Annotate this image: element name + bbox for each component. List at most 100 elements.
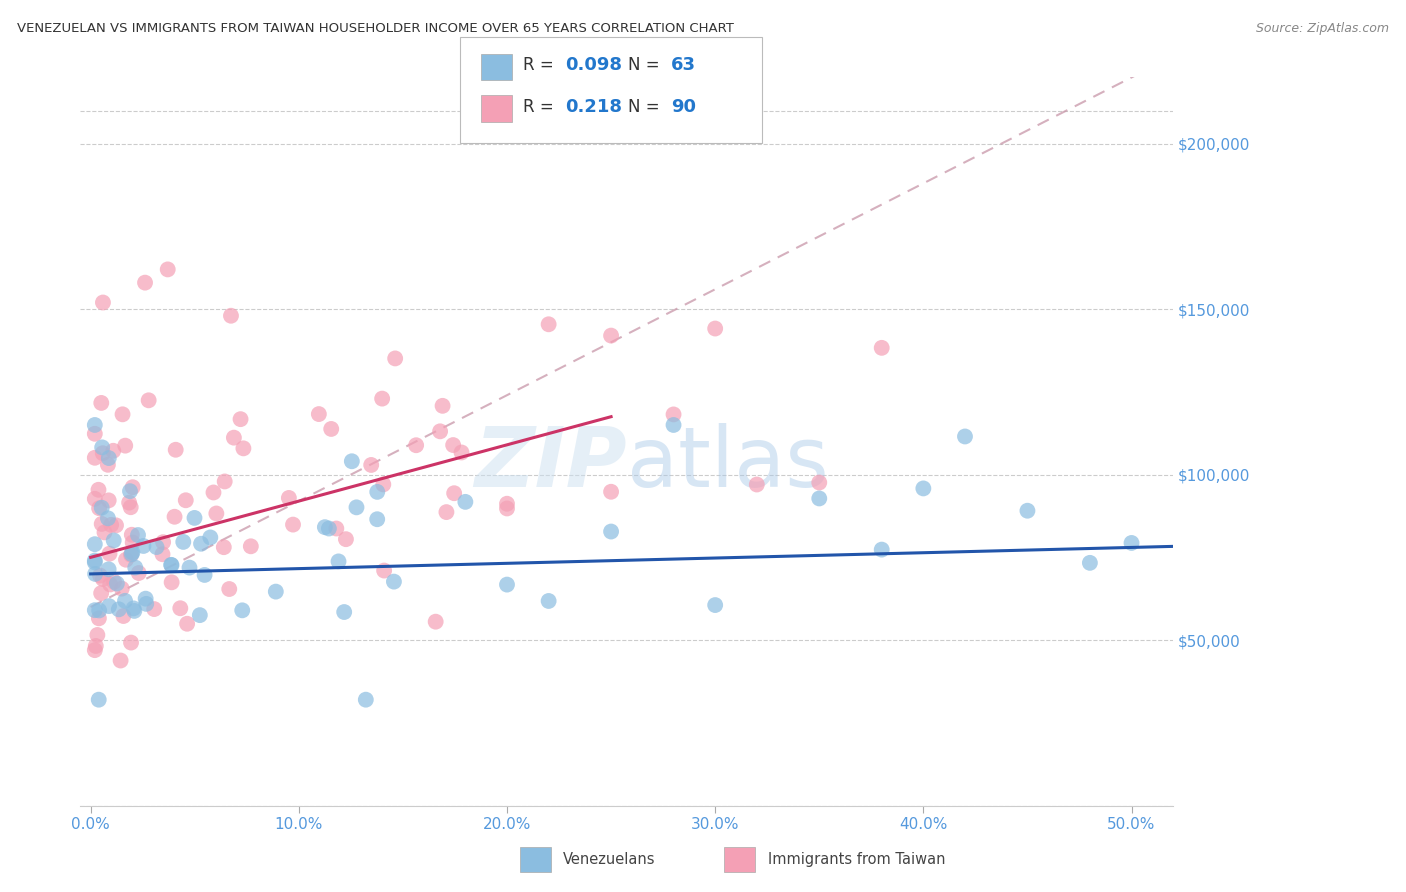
- Point: [496, 577, 519, 591]
- Text: 0.098: 0.098: [565, 56, 623, 74]
- Point: [83, 450, 105, 465]
- Point: [384, 351, 406, 366]
- Point: [114, 594, 136, 608]
- Point: [160, 558, 183, 573]
- Point: [132, 539, 155, 553]
- Point: [537, 594, 560, 608]
- Point: [264, 584, 287, 599]
- Point: [194, 568, 217, 582]
- Point: [346, 500, 368, 515]
- Point: [382, 574, 405, 589]
- Point: [318, 522, 340, 536]
- Point: [89, 568, 111, 582]
- Point: [121, 545, 143, 559]
- Point: [124, 604, 146, 618]
- Point: [429, 425, 451, 439]
- Text: N =: N =: [628, 98, 659, 116]
- Point: [83, 491, 105, 506]
- Point: [441, 438, 464, 452]
- Point: [83, 643, 105, 657]
- Point: [114, 439, 136, 453]
- Point: [90, 396, 112, 410]
- Text: Source: ZipAtlas.com: Source: ZipAtlas.com: [1256, 22, 1389, 36]
- Point: [87, 501, 110, 516]
- Point: [436, 505, 458, 519]
- Point: [160, 575, 183, 590]
- Point: [169, 601, 191, 615]
- Point: [214, 475, 236, 489]
- Point: [496, 497, 519, 511]
- Point: [111, 407, 134, 421]
- Point: [373, 477, 395, 491]
- Point: [83, 426, 105, 441]
- Point: [90, 500, 112, 515]
- Point: [87, 483, 110, 497]
- Point: [808, 491, 831, 506]
- Point: [135, 591, 157, 606]
- Point: [662, 408, 685, 422]
- Point: [98, 547, 121, 561]
- Point: [103, 574, 125, 589]
- Point: [308, 407, 330, 421]
- Point: [145, 540, 167, 554]
- Point: [83, 603, 105, 617]
- Point: [231, 603, 253, 617]
- Point: [190, 537, 212, 551]
- Point: [163, 509, 186, 524]
- Point: [912, 482, 935, 496]
- Point: [97, 511, 120, 525]
- Point: [152, 535, 174, 549]
- Point: [870, 542, 893, 557]
- Point: [219, 309, 242, 323]
- Point: [1121, 536, 1143, 550]
- Point: [325, 522, 347, 536]
- Point: [156, 262, 179, 277]
- Text: R =: R =: [523, 56, 554, 74]
- Point: [454, 495, 477, 509]
- Point: [179, 560, 201, 574]
- Point: [953, 429, 976, 443]
- Point: [97, 458, 120, 472]
- Point: [425, 615, 447, 629]
- Point: [212, 540, 235, 554]
- Point: [111, 582, 134, 596]
- Point: [333, 605, 356, 619]
- Point: [91, 295, 114, 310]
- Point: [281, 517, 304, 532]
- Point: [110, 653, 132, 667]
- Point: [91, 446, 114, 460]
- Point: [90, 586, 112, 600]
- Point: [360, 458, 382, 472]
- Point: [160, 558, 183, 572]
- Point: [808, 475, 831, 490]
- Point: [122, 601, 145, 615]
- Text: Immigrants from Taiwan: Immigrants from Taiwan: [768, 853, 945, 867]
- Point: [239, 539, 262, 553]
- Point: [277, 491, 299, 505]
- Point: [314, 520, 336, 534]
- Point: [86, 628, 108, 642]
- Point: [83, 553, 105, 567]
- Point: [232, 442, 254, 456]
- Text: R =: R =: [523, 98, 554, 116]
- Point: [152, 547, 174, 561]
- Point: [1017, 504, 1039, 518]
- Point: [87, 692, 110, 706]
- Point: [83, 537, 105, 551]
- Point: [127, 528, 149, 542]
- Point: [600, 484, 623, 499]
- Point: [91, 441, 114, 455]
- Point: [405, 438, 427, 452]
- Point: [108, 602, 131, 616]
- Text: 90: 90: [671, 98, 696, 116]
- Point: [183, 511, 205, 525]
- Point: [870, 341, 893, 355]
- Point: [600, 328, 623, 343]
- Point: [662, 417, 685, 432]
- Point: [93, 525, 115, 540]
- Point: [90, 516, 112, 531]
- Point: [176, 616, 198, 631]
- Point: [205, 507, 228, 521]
- Point: [165, 442, 187, 457]
- Point: [112, 609, 135, 624]
